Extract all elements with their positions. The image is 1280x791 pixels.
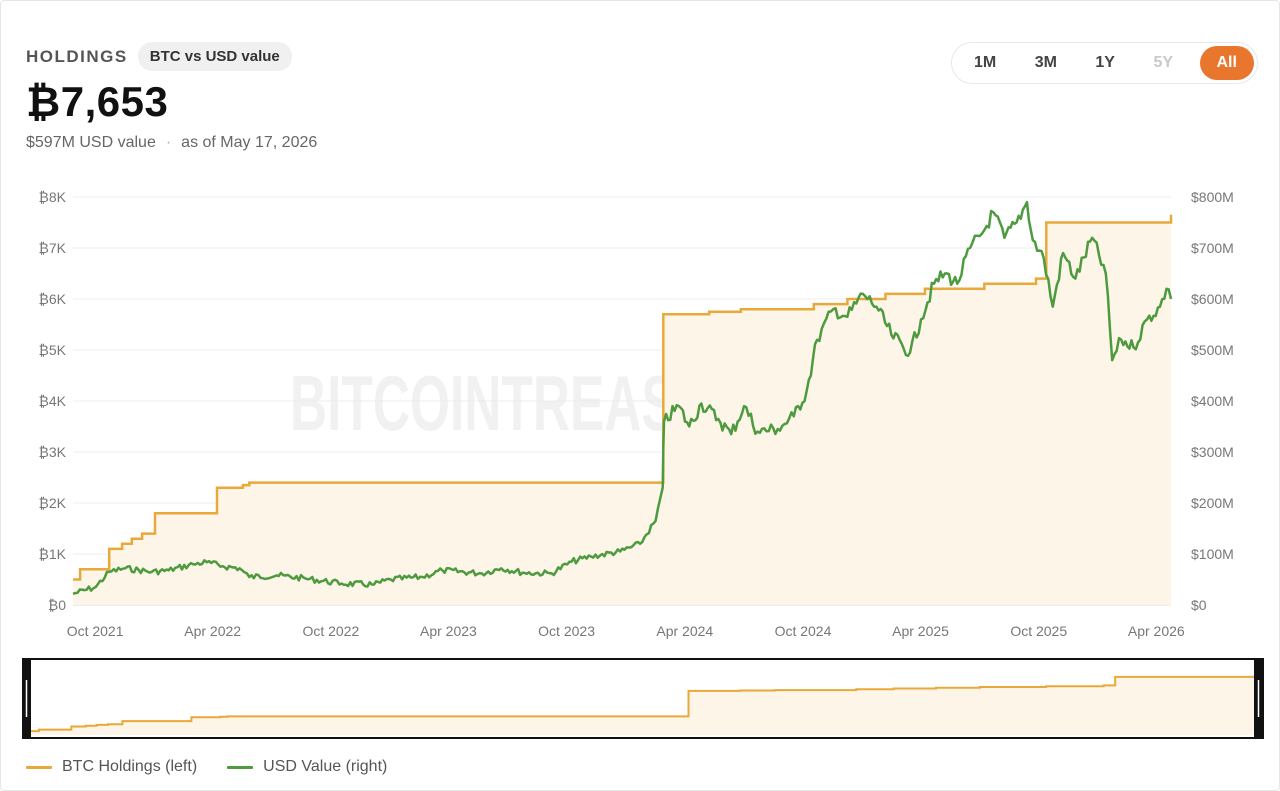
as-of-date: as of May 17, 2026 [181,134,318,151]
x-tick-label: Apr 2025 [892,623,949,639]
y-right-tick-label: $0 [1191,597,1207,613]
chart-legend: BTC Holdings (left) USD Value (right) [26,758,387,776]
usd-value-line [72,200,1173,595]
y-left-tick-label: ₿8K [39,189,67,205]
range-button-5y[interactable]: 5Y [1153,54,1174,71]
y-left-tick-label: ₿1K [39,546,67,562]
y-left-tick-label: ₿0 [48,597,66,613]
y-right-tick-label: $300M [1191,444,1234,460]
y-left-tick-label: ₿7K [39,240,67,256]
legend-item-btc[interactable]: BTC Holdings (left) [26,758,197,776]
range-button-all[interactable]: All [1199,46,1254,80]
x-tick-label: Oct 2023 [538,623,595,639]
navigator-btc-line [31,675,1255,733]
usd-value-text: $597M USD value [26,134,156,151]
x-tick-label: Apr 2026 [1128,623,1185,639]
y-right-tick-label: $200M [1191,495,1234,511]
legend-swatch-usd [227,765,254,769]
y-right-tick-label: $800M [1191,189,1234,205]
range-navigator[interactable] [22,658,1264,739]
y-left-tick-label: ₿4K [39,393,67,409]
y-axis-left: ₿0 ₿1K ₿2K ₿3K ₿4K ₿5K ₿6K ₿7K ₿8K [39,189,67,613]
view-toggle-pill[interactable]: BTC vs USD value [137,42,292,71]
btc-holdings-area [73,214,1171,605]
separator-dot: · [165,134,172,151]
holdings-value: ₿7,653 [26,78,169,125]
y-left-tick-label: ₿5K [39,342,67,358]
x-tick-label: Apr 2024 [656,623,713,639]
range-button-1y[interactable]: 1Y [1095,54,1115,71]
legend-label-usd: USD Value (right) [263,758,388,775]
y-axis-right: $0 $100M $200M $300M $400M $500M $600M $700M $80… [1191,189,1234,613]
y-left-tick-label: ₿6K [39,291,67,307]
holdings-subtitle: $597M USD value · as of May 17, 2026 [26,134,317,152]
y-left-tick-label: ₿3K [39,444,67,460]
legend-item-usd[interactable]: USD Value (right) [227,758,387,776]
btc-holdings-line [73,214,1173,581]
x-tick-label: Apr 2023 [420,623,477,639]
x-tick-label: Oct 2025 [1010,623,1067,639]
range-button-3m[interactable]: 3M [1034,54,1057,71]
holdings-header: HOLDINGS BTC vs USD value [26,42,292,71]
range-button-1m[interactable]: 1M [974,54,997,71]
legend-label-btc: BTC Holdings (left) [62,758,198,775]
x-axis: Oct 2021 Apr 2022 Oct 2022 Apr 2023 Oct 2023… [67,623,1185,639]
x-tick-label: Oct 2024 [775,623,832,639]
x-tick-label: Oct 2021 [67,623,124,639]
time-range-selector: 1M 3M 1Y 5Y All [951,42,1258,84]
y-right-tick-label: $100M [1191,546,1234,562]
x-tick-label: Apr 2022 [184,623,241,639]
y-right-tick-label: $700M [1191,240,1234,256]
y-right-tick-label: $600M [1191,291,1234,307]
x-tick-label: Oct 2022 [302,623,359,639]
navigator-btc-area [31,675,1254,735]
holdings-label: HOLDINGS [26,46,128,66]
y-left-tick-label: ₿2K [39,495,67,511]
legend-swatch-btc [26,765,52,769]
y-right-tick-label: $400M [1191,393,1234,409]
y-right-tick-label: $500M [1191,342,1234,358]
